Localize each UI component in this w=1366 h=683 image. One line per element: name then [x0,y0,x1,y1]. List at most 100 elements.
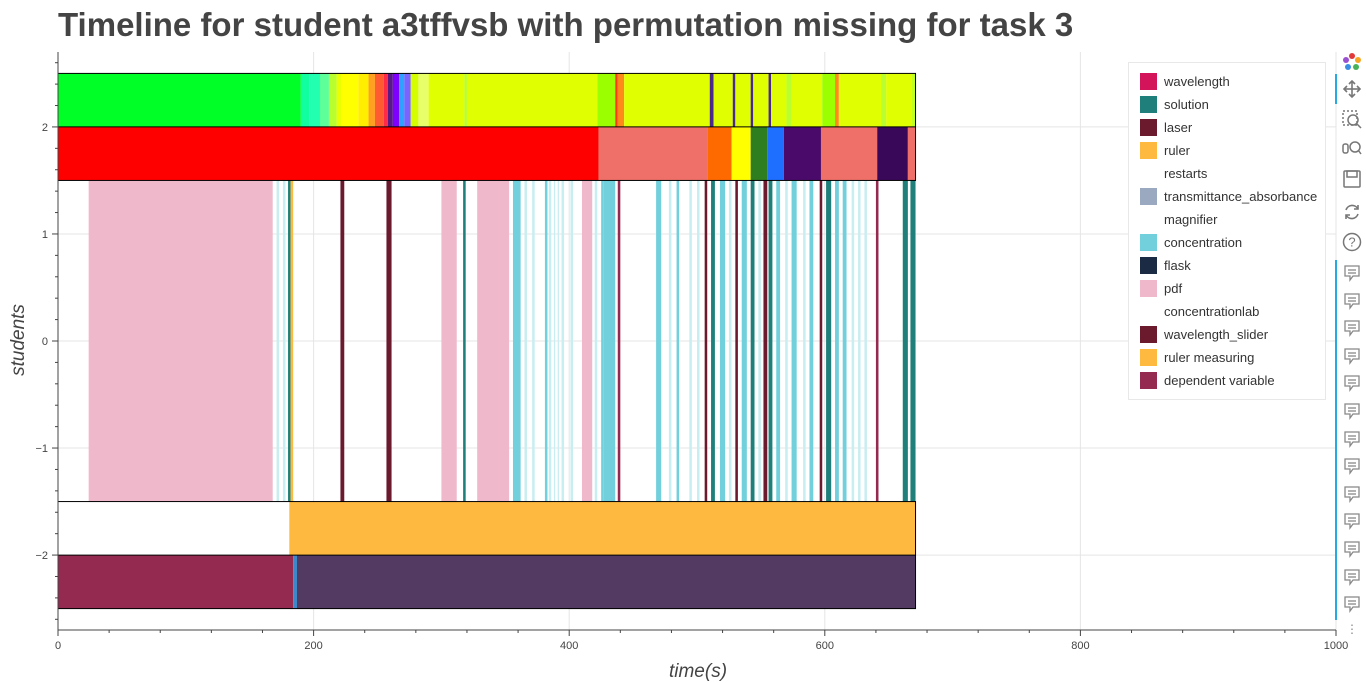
legend-item[interactable]: transmittance_absorbance [1140,187,1317,205]
timeline-segment [707,126,732,181]
wheel-zoom-icon[interactable] [1341,137,1363,159]
pan-icon[interactable] [1341,78,1363,100]
legend-item[interactable]: flask [1140,256,1191,274]
timeline-segment [709,73,714,127]
x-tick-label: 1000 [1324,640,1348,652]
hover-active-indicator [1335,260,1337,620]
box-zoom-icon[interactable] [1341,109,1363,131]
timeline-segment [768,180,773,502]
hover-icon[interactable] [1341,510,1363,532]
y-tick-label: −2 [35,550,48,562]
timeline-segment [374,73,384,127]
hover-icon[interactable] [1341,566,1363,588]
timeline-segment [387,73,393,127]
timeline-segment [418,73,429,127]
legend-swatch [1140,118,1157,136]
legend-item[interactable]: wavelength [1140,72,1230,90]
timeline-segment [786,73,792,127]
legend-item[interactable]: ruler [1140,141,1190,159]
timeline-segment [902,180,908,502]
legend-label: pdf [1164,280,1183,296]
timeline-segment [58,555,294,609]
timeline-segment [594,180,598,502]
hover-icon[interactable] [1341,538,1363,560]
pan-active-indicator [1335,74,1337,104]
hover-icon[interactable] [1341,372,1363,394]
timeline-segment [392,73,400,127]
hover-icon[interactable] [1341,317,1363,339]
hover-icon[interactable] [1341,400,1363,422]
save-icon[interactable] [1341,168,1363,190]
legend-item[interactable]: magnifier [1140,210,1217,228]
hover-icon[interactable] [1341,428,1363,450]
legend-label: magnifier [1164,211,1218,227]
legend-item[interactable]: wavelength_slider [1140,325,1268,343]
timeline-segment [624,73,710,127]
legend-item[interactable]: dependent variable [1140,371,1275,389]
timeline-segment [548,180,552,502]
hover-icon[interactable] [1341,290,1363,312]
y-axis-label: students [8,304,29,376]
timeline-segment [399,73,405,127]
timeline-segment [617,73,625,127]
legend-label: concentrationlab [1164,303,1260,319]
reset-icon[interactable] [1341,201,1363,223]
timeline-segment [328,73,337,127]
hover-icon[interactable] [1341,345,1363,367]
legend-item[interactable]: restarts [1140,164,1207,182]
hover-icon[interactable] [1341,593,1363,615]
legend-swatch [1140,187,1157,205]
legend-label: ruler measuring [1164,349,1255,365]
help-icon[interactable]: ? [1341,231,1363,253]
hover-icon[interactable] [1341,455,1363,477]
more-tools-icon[interactable]: ⋮ [1346,622,1358,636]
timeline-segment [864,180,867,502]
timeline-segment [791,73,823,127]
svg-text:?: ? [1348,235,1355,250]
timeline-segment [603,180,616,502]
legend-item[interactable]: laser [1140,118,1192,136]
timeline-segment [875,180,879,502]
timeline-segment [463,180,466,502]
timeline-segment [296,555,916,609]
legend-swatch [1140,141,1157,159]
timeline-segment [368,73,375,127]
timeline-segment [776,180,781,502]
legend-label: ruler [1164,142,1191,158]
timeline-segment [753,73,769,127]
timeline-segment [58,73,301,127]
legend-label: concentration [1164,234,1243,250]
timeline-segment [767,126,784,181]
y-tick-label: −1 [35,443,48,455]
timeline-segment [750,126,768,181]
timeline-segment [477,180,510,502]
timeline-segment [735,180,738,502]
timeline-segment [341,73,359,127]
hover-icon[interactable] [1341,483,1363,505]
timeline-segment [404,73,411,127]
timeline-segment [340,180,345,502]
legend-label: solution [1164,96,1209,112]
timeline-segment [763,180,768,502]
legend-label: wavelength_slider [1164,326,1269,342]
legend-item[interactable]: solution [1140,95,1209,113]
hover-icon[interactable] [1341,262,1363,284]
timeline-segment [428,73,465,127]
timeline-segment [276,180,280,502]
legend-item[interactable]: concentrationlab [1140,302,1259,320]
timeline-segment [713,73,733,127]
timeline-segment [907,126,916,181]
legend-item[interactable]: ruler measuring [1140,348,1254,366]
legend-swatch [1140,72,1157,90]
timeline-segment [809,180,814,502]
timeline-segment [597,73,616,127]
x-axis-label: time(s) [669,661,727,682]
legend-item[interactable]: pdf [1140,279,1182,297]
legend-label: transmittance_absorbance [1164,188,1318,204]
timeline-segment [877,126,908,181]
y-tick-label: 1 [42,229,48,241]
timeline-segment [783,126,821,181]
legend-item[interactable]: concentration [1140,233,1242,251]
timeline-segment [803,180,806,502]
